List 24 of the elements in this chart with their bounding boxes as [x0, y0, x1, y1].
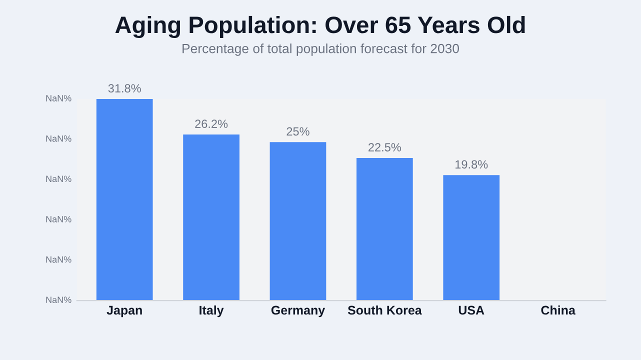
data-label: 22.5% [368, 143, 401, 152]
chart-subtitle: Percentage of total population forecast for 2030 [182, 44, 459, 56]
x-tick-label: China [541, 305, 576, 315]
bar [183, 134, 240, 301]
bar [270, 142, 326, 301]
data-label: 25% [286, 127, 310, 136]
x-tick-label: Italy [200, 305, 224, 318]
data-label: 31.8% [108, 84, 141, 92]
text: NaN% [46, 296, 72, 304]
bar [356, 158, 413, 301]
text: NaN% [46, 216, 72, 222]
text: NaN% [46, 135, 72, 142]
text: NaN% [46, 95, 72, 102]
text: NaN% [46, 176, 72, 182]
chart-title: Aging Population: Over 65 Years Old [115, 16, 525, 38]
data-label: 26.2% [195, 120, 228, 128]
data-label: 19.8% [456, 160, 488, 169]
x-tick-label: South Korea [348, 305, 422, 315]
x-tick-label: Japan [106, 306, 142, 318]
bar [443, 175, 500, 301]
x-tick-label: USA [458, 306, 484, 315]
bar [96, 99, 153, 301]
text: NaN% [46, 256, 72, 263]
x-tick-label: Germany [271, 306, 326, 318]
